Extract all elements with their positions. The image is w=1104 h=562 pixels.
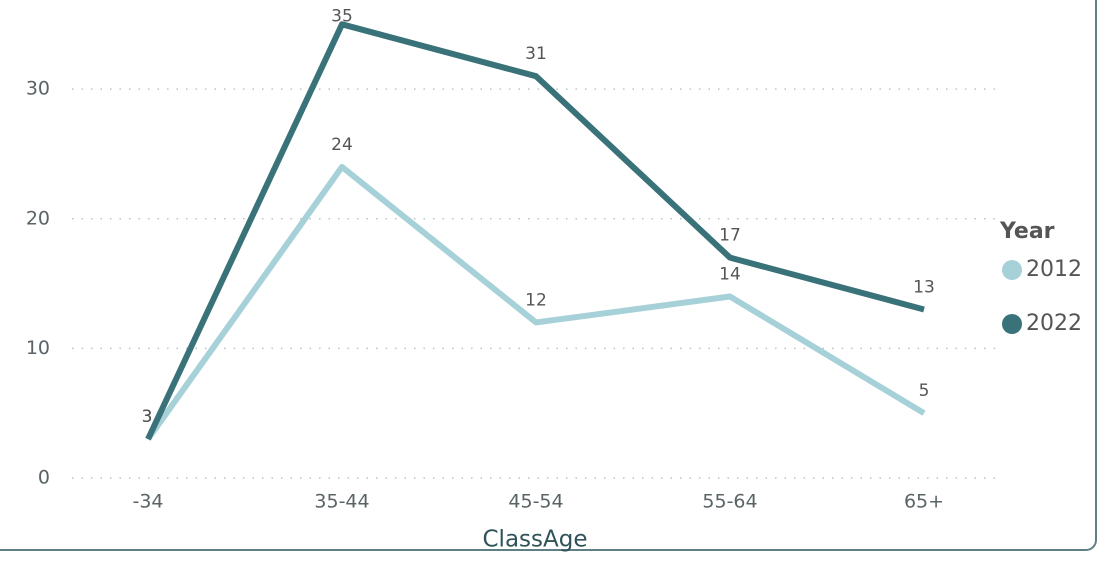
- x-tick-label: 65+: [904, 491, 944, 513]
- x-axis-title: ClassAge: [483, 527, 588, 553]
- legend-title: Year: [999, 219, 1055, 244]
- data-label: 5: [919, 381, 930, 401]
- data-label: 31: [525, 44, 547, 64]
- x-tick-label: 35-44: [314, 491, 369, 513]
- data-label: 17: [719, 226, 741, 246]
- legend-marker: [1002, 314, 1022, 334]
- data-label: 3: [142, 407, 153, 427]
- y-tick-label: 30: [26, 78, 50, 100]
- data-label: 35: [331, 6, 353, 26]
- data-label: 3: [142, 407, 153, 427]
- y-tick-label: 0: [38, 467, 50, 489]
- data-label: 13: [913, 277, 935, 297]
- frame: [0, 0, 1097, 551]
- data-label: 14: [719, 265, 741, 285]
- x-tick-label: 55-64: [702, 491, 757, 513]
- line-series: [145, 163, 926, 441]
- legend-marker: [1002, 260, 1022, 280]
- legend-label: 2022: [1026, 311, 1082, 336]
- x-tick-label: -34: [132, 491, 163, 513]
- data-label: 12: [525, 290, 547, 310]
- y-tick-label: 10: [26, 337, 50, 359]
- y-tick-label: 20: [26, 207, 50, 229]
- x-tick-label: 45-54: [508, 491, 563, 513]
- data-label: 24: [331, 135, 353, 155]
- line-series: [145, 21, 925, 441]
- legend-label: 2012: [1026, 257, 1082, 282]
